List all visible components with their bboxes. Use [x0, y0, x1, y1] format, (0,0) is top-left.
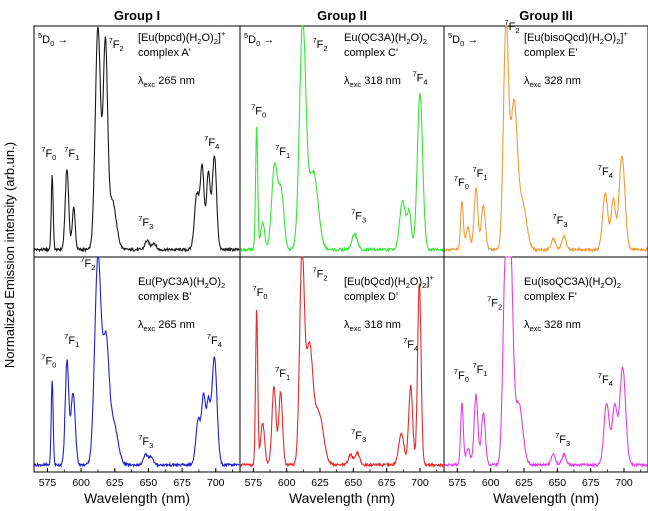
spectrum-line-complexa [34, 26, 240, 253]
peak-label: 7F4 [403, 336, 418, 353]
x-tick-label: 575 [39, 477, 57, 489]
peak-label: 7F0 [454, 367, 469, 384]
x-tick-label: 625 [515, 477, 533, 489]
complex-name: complex A' [138, 47, 191, 59]
peak-label: 7F4 [204, 134, 219, 151]
peak-label: 7F1 [275, 143, 290, 160]
peak-label: 7F3 [351, 427, 366, 444]
excitation-wavelength: λexc 318 nm [344, 75, 401, 89]
transition-marker: 5D0 → [244, 31, 274, 48]
peak-label: 7F0 [454, 174, 469, 191]
peak-label: 7F1 [472, 361, 487, 378]
x-tick-label: 600 [482, 477, 500, 489]
x-tick-label: 675 [173, 477, 191, 489]
x-tick-label: 700 [615, 477, 633, 489]
complex-formula: [Eu(bQcd)(H2​O)2​]+​ [344, 273, 434, 290]
peak-label: 7F0 [251, 103, 266, 120]
peak-label: 7F1 [472, 165, 487, 182]
x-tick-label: 700 [207, 477, 225, 489]
spectrum-line-complexd [240, 256, 444, 468]
x-tick-label: 575 [449, 477, 467, 489]
x-tick-label: 625 [106, 477, 124, 489]
x-tick-label: 700 [411, 477, 429, 489]
peak-label: 7F1 [64, 332, 79, 349]
complex-formula: [Eu(bpcd)(H2​O)2​]+​ [138, 29, 226, 46]
group-title: Group III [519, 8, 572, 23]
x-tick-label: 625 [311, 477, 329, 489]
excitation-wavelength: λexc 328 nm [524, 319, 581, 333]
x-axis-label: Wavelength (nm) [493, 490, 599, 506]
group-title: Group II [317, 8, 367, 23]
spectra-curves [34, 24, 648, 469]
x-tick-label: 575 [245, 477, 263, 489]
annotations: Group I 575 600 625 650 675 700 Wavelength (nm)… [38, 8, 633, 506]
peak-label: 7F4 [207, 332, 222, 349]
x-tick-label: 600 [72, 477, 90, 489]
peak-label: 7F4 [412, 69, 427, 86]
complex-formula: Eu(PyC3A)(H2​O)2​ [138, 276, 225, 290]
peak-label: 7F1 [64, 145, 79, 162]
excitation-wavelength: λexc 318 nm [344, 319, 401, 333]
peak-label: 7F3 [555, 431, 570, 448]
x-tick-label: 650 [549, 477, 567, 489]
peak-label: 7F2 [487, 295, 502, 312]
peak-label: 7F2 [312, 36, 327, 53]
peak-label: 7F2 [80, 255, 95, 272]
y-axis-label: Normalized Emission intensity (arb.un.) [2, 142, 17, 368]
group-title: Group I [114, 8, 160, 23]
complex-formula: Eu(QC3A)(H2​O)2​ [344, 32, 427, 46]
peak-label: 7F1 [275, 365, 290, 382]
complex-name: complex D' [344, 291, 398, 303]
peak-label: 7F0 [41, 145, 56, 162]
transition-marker: 5D0 → [38, 31, 68, 48]
x-tick-label: 675 [582, 477, 600, 489]
panel-frame [443, 25, 648, 473]
complex-formula: [Eu(bisoQcd)(H2​O)2​]+​ [524, 29, 628, 46]
peak-label: 7F0 [252, 284, 267, 301]
x-tick-label: 650 [345, 477, 363, 489]
spectrum-line-complexf [444, 256, 648, 469]
excitation-wavelength: λexc 265 nm [138, 75, 195, 89]
excitation-wavelength: λexc 265 nm [138, 319, 195, 333]
complex-name: complex B' [138, 291, 191, 303]
peak-label: 7F4 [598, 371, 613, 388]
excitation-wavelength: λexc 328 nm [524, 75, 581, 89]
peak-label: 7F3 [351, 208, 366, 225]
peak-label: 7F2 [109, 36, 124, 53]
complex-name: complex F' [524, 291, 577, 303]
peak-label: 7F2 [312, 266, 327, 283]
transition-marker: 5D0 → [448, 31, 478, 48]
peak-label: 7F0 [41, 353, 56, 370]
x-tick-label: 675 [378, 477, 396, 489]
peak-label: 7F4 [598, 163, 613, 180]
peak-label: 7F3 [138, 214, 153, 231]
peak-label: 7F3 [552, 212, 567, 229]
peak-label: 7F3 [138, 433, 153, 450]
x-tick-label: 650 [140, 477, 158, 489]
spectrum-line-complexe [444, 24, 648, 253]
x-tick-label: 600 [278, 477, 296, 489]
plot-frames [33, 25, 648, 473]
complex-name: complex E' [524, 47, 577, 59]
x-axis-label: Wavelength (nm) [289, 490, 395, 506]
peak-label: 7F2 [504, 18, 519, 35]
complex-formula: Eu(isoQC3A)(H2​O)2​ [524, 276, 621, 290]
x-axis-label: Wavelength (nm) [84, 490, 190, 506]
spectrum-line-complexb [34, 256, 240, 468]
spectrum-line-complexc [240, 24, 444, 253]
complex-name: complex C' [344, 47, 398, 59]
